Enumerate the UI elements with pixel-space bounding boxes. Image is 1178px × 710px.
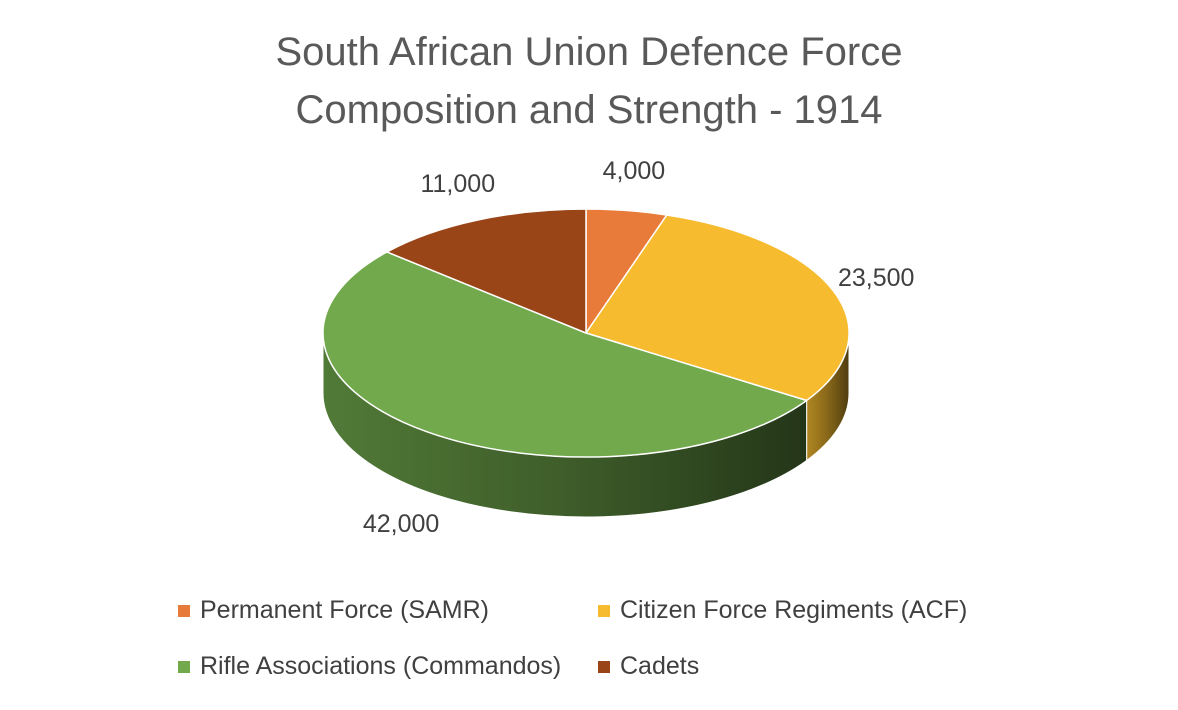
data-label-citizen-force: 23,500 xyxy=(838,264,914,292)
legend-swatch xyxy=(598,604,610,617)
chart-title-line-1: South African Union Defence Force xyxy=(275,30,903,74)
legend-item-permanent-force: Permanent Force (SAMR) xyxy=(178,596,489,625)
legend-item-cadets: Cadets xyxy=(598,652,699,681)
pie-slice-cadets xyxy=(386,208,587,334)
data-label-permanent-force: 4,000 xyxy=(603,157,666,185)
legend-swatch xyxy=(598,660,610,673)
legend-label: Cadets xyxy=(620,652,700,680)
data-label-rifle-associations: 42,000 xyxy=(363,510,439,538)
legend-item-citizen-force: Citizen Force Regiments (ACF) xyxy=(598,596,967,625)
legend-swatch xyxy=(178,660,190,673)
pie-slice-citizen-force xyxy=(585,214,850,402)
legend-label: Permanent Force (SAMR) xyxy=(200,596,489,624)
pie-slice-rifle-associations xyxy=(322,251,808,458)
chart-title-line-2: Composition and Strength - 1914 xyxy=(295,88,883,132)
legend-label: Citizen Force Regiments (ACF) xyxy=(620,596,968,624)
legend-swatch xyxy=(178,604,190,617)
legend-label: Rifle Associations (Commandos) xyxy=(200,652,562,680)
data-label-cadets: 11,000 xyxy=(420,170,495,198)
legend-item-rifle-associations: Rifle Associations (Commandos) xyxy=(178,652,561,681)
